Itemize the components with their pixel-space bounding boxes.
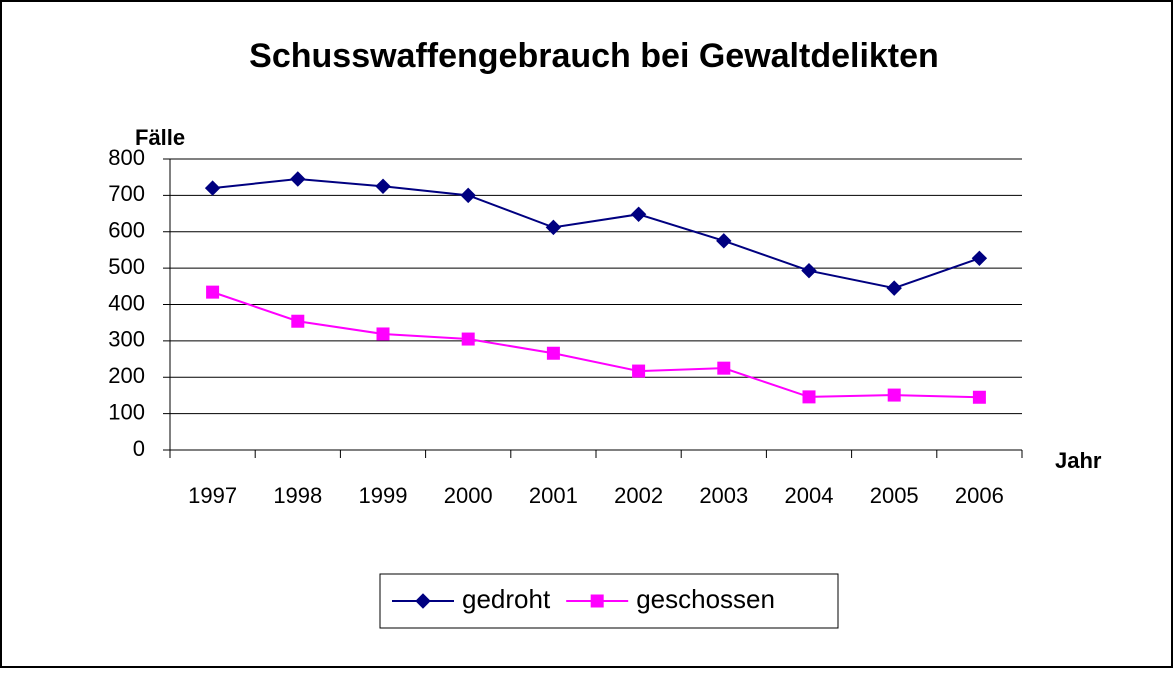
data-point bbox=[546, 346, 560, 360]
x-tick-label: 2001 bbox=[529, 483, 578, 508]
data-point bbox=[801, 262, 817, 279]
data-point bbox=[802, 390, 816, 404]
data-point bbox=[886, 280, 902, 296]
data-point bbox=[632, 364, 646, 378]
y-tick-label: 600 bbox=[108, 218, 145, 243]
data-point bbox=[204, 180, 221, 196]
x-tick-label: 2003 bbox=[699, 483, 748, 508]
series-line bbox=[212, 291, 980, 399]
y-tick-label: 500 bbox=[108, 254, 145, 279]
x-tick-label: 2006 bbox=[955, 483, 1004, 508]
data-point bbox=[460, 187, 476, 204]
data-point bbox=[291, 314, 305, 328]
y-tick-label: 400 bbox=[108, 290, 145, 315]
data-point bbox=[545, 219, 562, 236]
y-tick-label: 300 bbox=[108, 327, 145, 352]
data-point bbox=[972, 390, 986, 404]
data-point bbox=[887, 388, 901, 402]
legend-marker bbox=[590, 594, 604, 608]
x-tick-label: 1997 bbox=[188, 483, 237, 508]
data-point bbox=[716, 233, 732, 249]
data-point bbox=[461, 332, 475, 346]
y-tick-label: 0 bbox=[133, 436, 145, 461]
data-point bbox=[717, 361, 731, 375]
series-line bbox=[212, 178, 980, 290]
legend-label: geschossen bbox=[636, 584, 775, 614]
legend-label: gedroht bbox=[462, 584, 551, 614]
x-tick-label: 2004 bbox=[785, 483, 834, 508]
data-point bbox=[290, 171, 306, 187]
legend: gedroht geschossen bbox=[379, 573, 839, 629]
x-axis-label: Jahr bbox=[1055, 448, 1102, 473]
data-point bbox=[375, 178, 391, 194]
y-tick-label: 100 bbox=[108, 399, 145, 424]
data-point bbox=[206, 285, 220, 299]
x-tick-label: 1998 bbox=[273, 483, 322, 508]
x-tick-label: 2000 bbox=[444, 483, 493, 508]
data-point bbox=[971, 250, 988, 267]
data-point bbox=[376, 327, 390, 341]
y-axis-label: Fälle bbox=[135, 125, 185, 150]
y-tick-label: 700 bbox=[108, 181, 145, 206]
chart-title: Schusswaffengebrauch bei Gewaltdelikten bbox=[249, 37, 939, 75]
y-tick-label: 800 bbox=[108, 145, 145, 170]
x-tick-label: 2005 bbox=[870, 483, 919, 508]
x-tick-label: 2002 bbox=[614, 483, 663, 508]
legend-marker bbox=[415, 593, 431, 609]
y-tick-label: 200 bbox=[108, 363, 145, 388]
x-tick-label: 1999 bbox=[359, 483, 408, 508]
data-point bbox=[630, 206, 647, 222]
